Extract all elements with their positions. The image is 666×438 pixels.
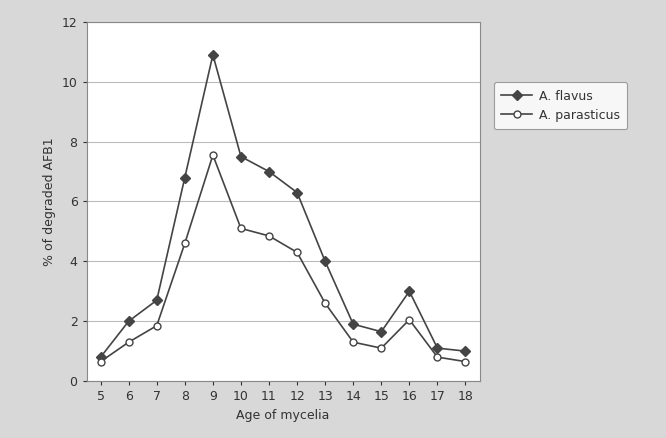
X-axis label: Age of mycelia: Age of mycelia [236,409,330,422]
A. flavus [293,190,301,195]
A. flavus [209,52,217,57]
Y-axis label: % of degraded AFB1: % of degraded AFB1 [43,137,56,266]
A. flavus [97,354,105,360]
A. parasticus [406,317,414,322]
Line: A. parasticus: A. parasticus [97,152,469,365]
A. flavus [406,289,414,294]
A. flavus [125,318,133,324]
A. parasticus [349,339,357,345]
A. flavus [237,154,245,159]
A. flavus [321,259,329,264]
A. flavus [153,298,161,303]
A. flavus [462,349,470,354]
A. parasticus [125,339,133,345]
A. parasticus [97,359,105,364]
A. parasticus [462,359,470,364]
A. flavus [265,169,273,174]
A. parasticus [377,346,385,351]
A. flavus [180,175,189,180]
Line: A. flavus: A. flavus [97,51,469,360]
A. parasticus [265,233,273,239]
A. flavus [434,346,442,351]
A. flavus [349,321,357,327]
A. parasticus [180,241,189,246]
A. parasticus [209,152,217,158]
A. parasticus [434,354,442,360]
A. flavus [377,329,385,334]
Legend: A. flavus, A. parasticus: A. flavus, A. parasticus [494,82,627,129]
A. parasticus [293,250,301,255]
A. parasticus [237,226,245,231]
A. parasticus [153,323,161,328]
A. parasticus [321,300,329,306]
